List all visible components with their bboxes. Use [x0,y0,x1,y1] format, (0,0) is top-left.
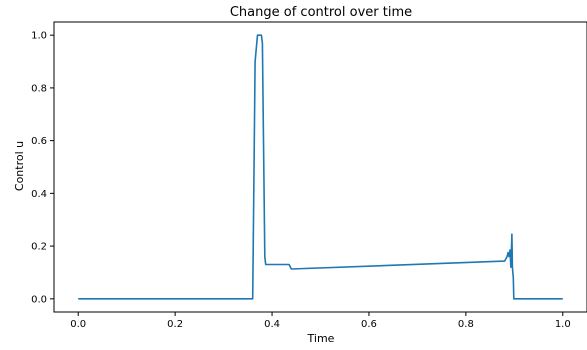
y-tick-label: 1.0 [31,31,47,42]
y-tick-label: 0.4 [31,189,47,200]
series-line-1 [78,34,563,300]
x-tick-label: 0.0 [70,319,86,330]
y-tick-label: 0.0 [31,294,47,305]
y-axis-label: Control u [13,141,26,191]
y-tick-label: 0.8 [31,83,47,94]
chart-title: Change of control over time [230,5,412,20]
plot-frame [53,21,587,313]
y-tick-label: 0.2 [31,242,47,253]
x-axis-label: Time [307,332,335,345]
x-tick-label: 0.8 [458,319,474,330]
x-tick-label: 0.6 [361,319,377,330]
x-tick-label: 0.2 [167,319,183,330]
y-tick-label: 0.6 [31,136,47,147]
x-tick-label: 1.0 [555,319,571,330]
x-tick-label: 0.4 [264,319,280,330]
plot-area [53,21,587,313]
axis-ticks: 0.0 0.2 0.4 0.6 0.8 1.0 0.0 0.2 0.4 0.6 0.8 1.0 [31,31,571,330]
